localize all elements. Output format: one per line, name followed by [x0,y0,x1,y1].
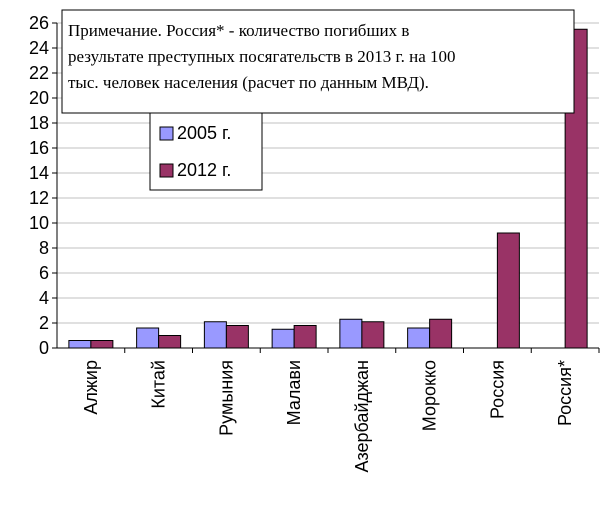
bar-2012-3 [293,325,317,349]
bar-2005-1 [136,327,160,349]
category-label: Морокко [420,360,440,431]
category-label: Россия* [555,360,575,426]
annotation-line-3: тыс. человек населения (расчет по данным… [68,73,429,92]
y-tick-label: 16 [29,138,49,158]
bar-2005-0 [68,340,92,349]
y-tick-label: 4 [39,288,49,308]
bar-2005-3 [271,328,295,349]
y-tick-label: 26 [29,13,49,33]
y-tick-label: 12 [29,188,49,208]
x-axis: Алжир Китай Румыния Малави Азербайджан Морокк… [57,347,600,473]
y-tick-label: 6 [39,263,49,283]
category-label: Китай [149,360,169,409]
bar-2012-2 [225,325,249,349]
legend-swatch-2005 [159,126,174,141]
y-tick-label: 10 [29,213,49,233]
bar-2012-0 [90,340,114,349]
y-tick-label: 22 [29,63,49,83]
y-tick-label: 8 [39,238,49,258]
annotation-line-2: результате преступных посягательств в 20… [68,47,456,66]
y-tick-label: 24 [29,38,49,58]
bar-2005-5 [407,327,431,349]
category-label: Румыния [216,360,236,436]
y-tick-label: 14 [29,163,49,183]
category-label: Россия [487,360,507,419]
bar-2012-5 [429,318,453,349]
annotation-line-1: Примечание. Россия* - количество погибши… [68,21,409,40]
y-tick-label: 18 [29,113,49,133]
y-tick-label: 2 [39,313,49,333]
bars [68,28,588,349]
y-tick-label: 20 [29,88,49,108]
category-label: Малави [284,360,304,425]
bar-2005-2 [203,321,227,349]
legend: 2005 г. 2012 г. [149,112,263,191]
y-tick-label: 0 [39,338,49,358]
category-label: Алжир [81,360,101,415]
annotation-box: Примечание. Россия* - количество погибши… [61,9,575,114]
legend-label-2012: 2012 г. [177,160,231,180]
bar-2005-4 [339,318,363,349]
legend-swatch-2012 [159,163,174,178]
bar-2012-4 [361,321,385,349]
bar-2012-6 [496,232,520,349]
legend-label-2005: 2005 г. [177,123,231,143]
bar-2012-1 [158,335,182,349]
category-label: Азербайджан [352,360,372,473]
